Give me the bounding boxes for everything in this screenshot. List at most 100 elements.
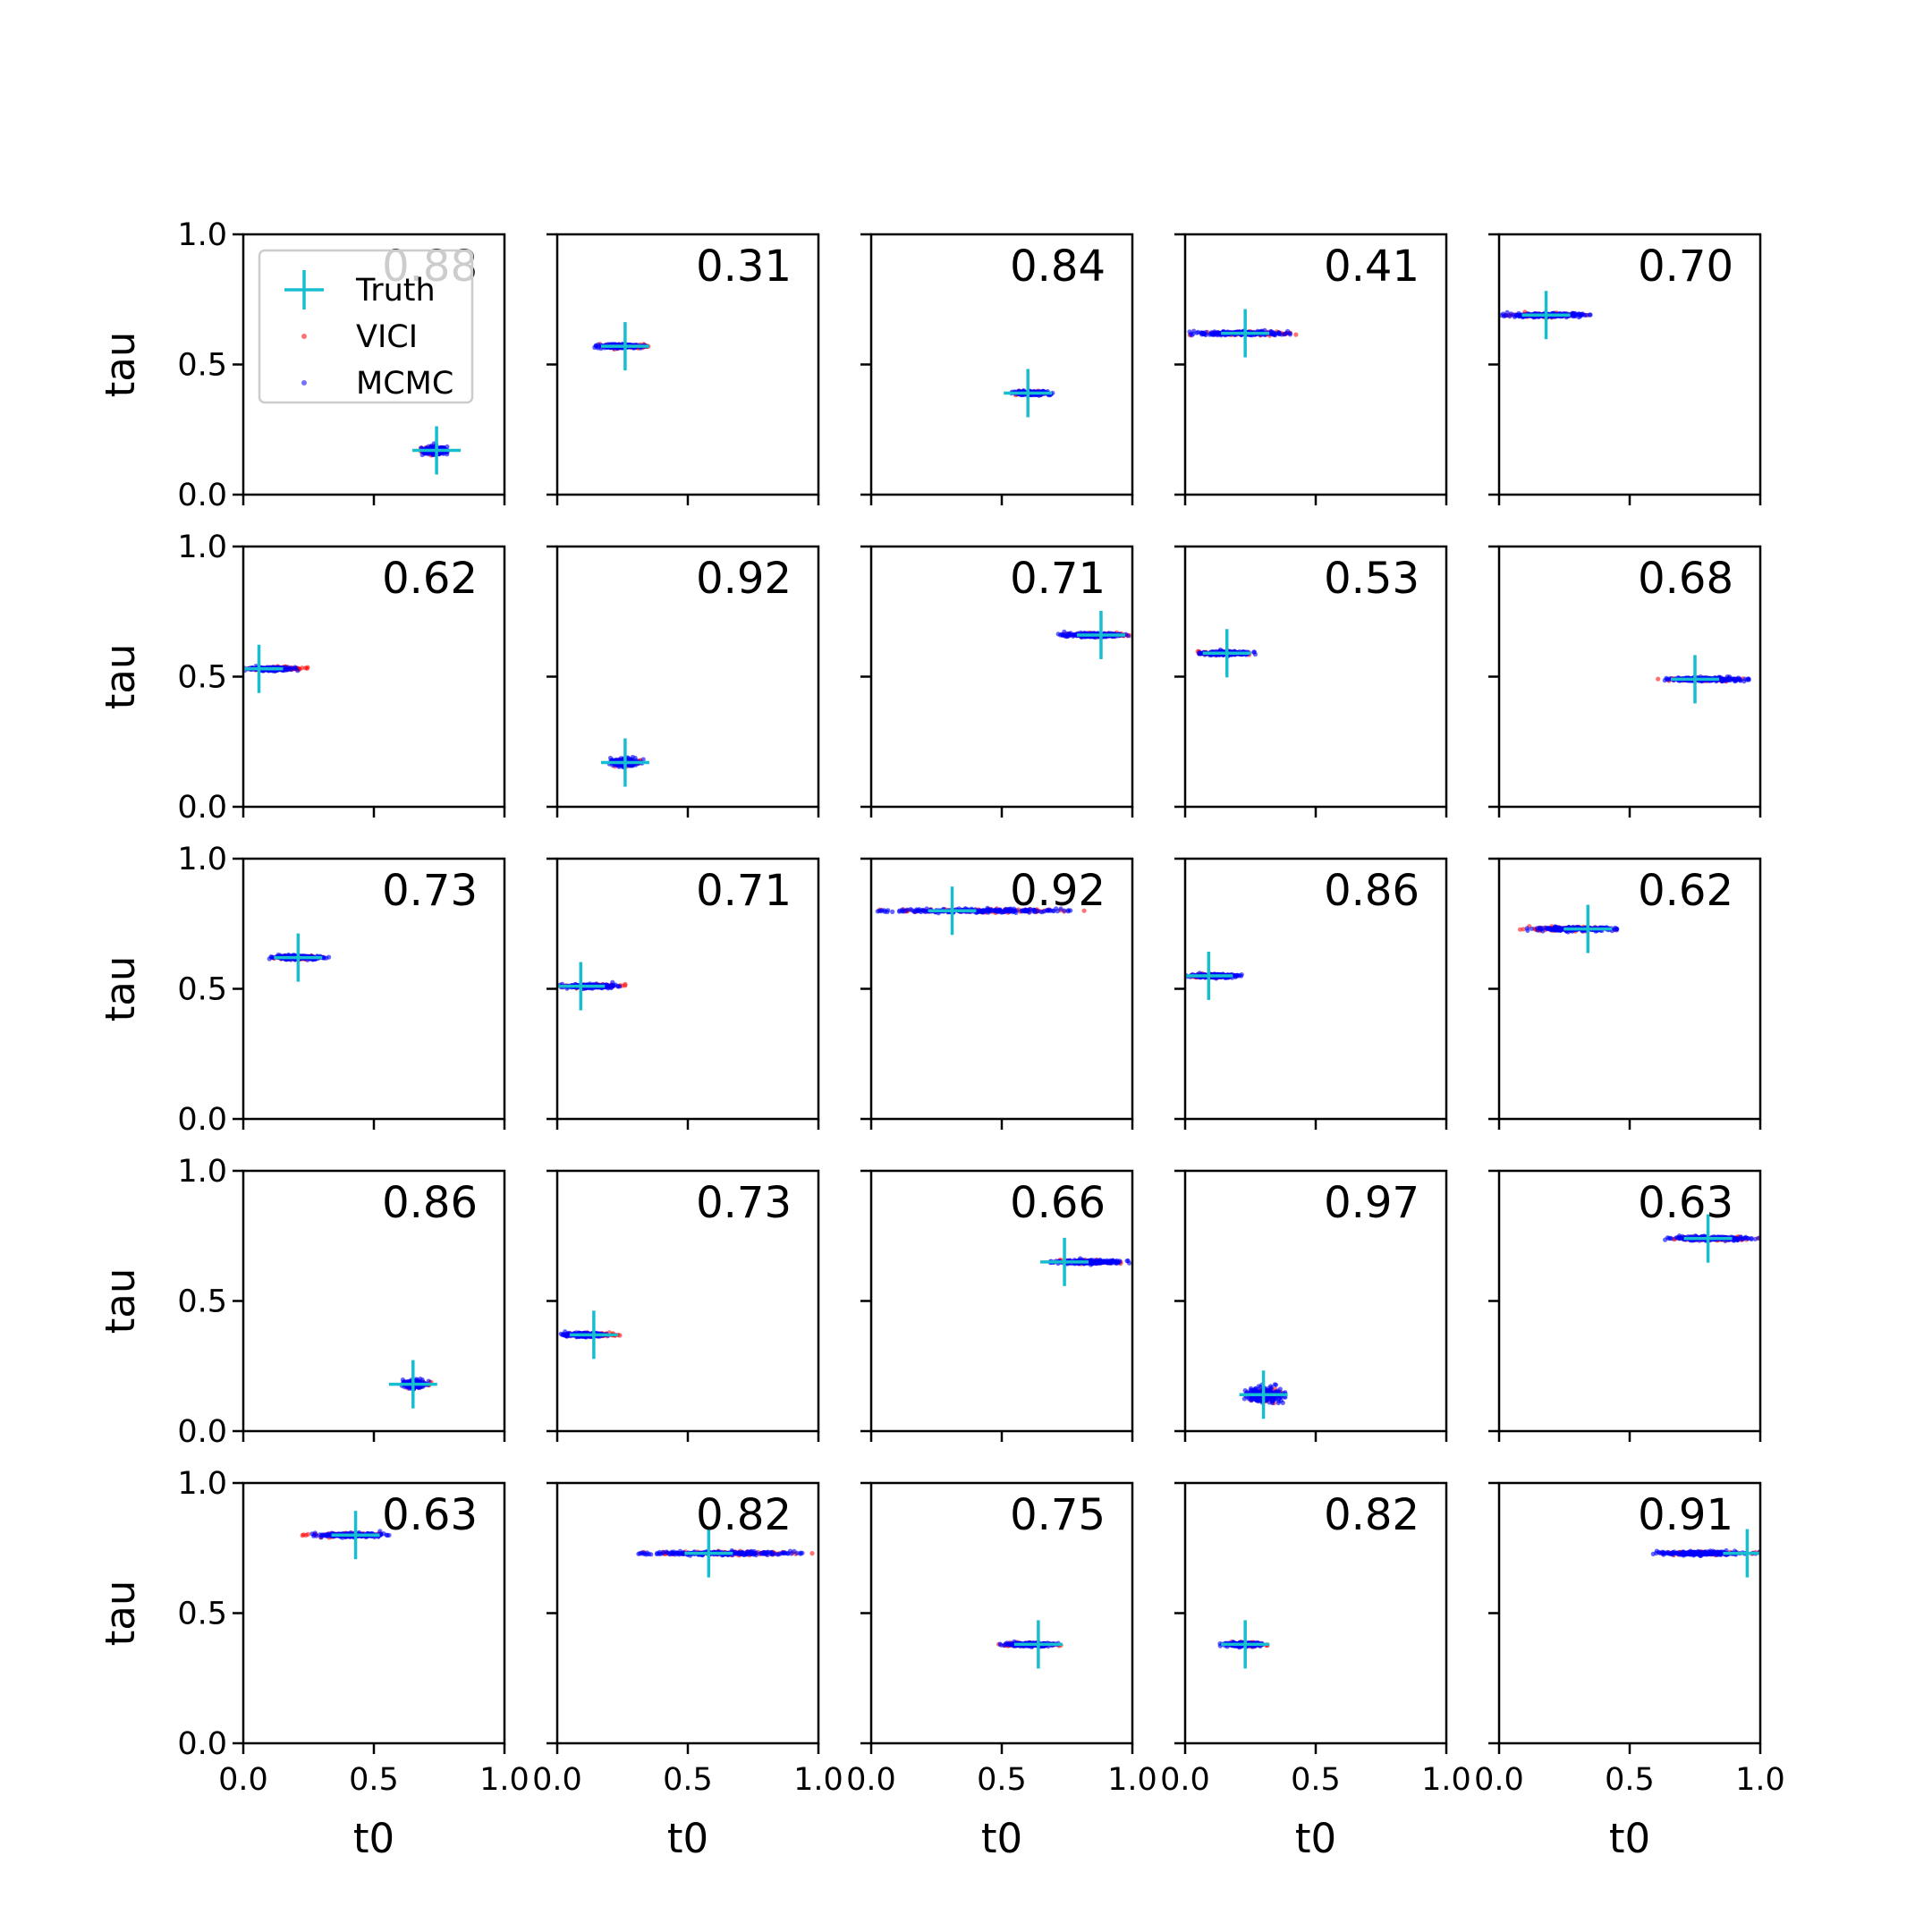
mcmc-point [292,665,297,672]
overlap-annotation: 0.31 [696,242,792,292]
mcmc-point [422,451,428,456]
subplot-panel: 0.73 [547,1169,820,1442]
subplot-panel: 0.92 [860,857,1134,1130]
mcmc-point [879,908,885,913]
mcmc-point [1509,311,1514,317]
panel-data [1055,610,1132,659]
mcmc-point [1042,909,1047,914]
subplot-panel: 0.68 [1488,545,1762,818]
mcmc-point [1569,311,1574,317]
mcmc-point [1501,311,1506,317]
mcmc-point [614,983,621,989]
overlap-annotation: 0.84 [1010,242,1106,292]
mcmc-point [996,907,1002,913]
mcmc-point [985,905,990,911]
mcmc-point [1557,928,1563,933]
subplot-panel: 0.70 [1488,233,1762,505]
mcmc-point [1125,633,1131,639]
mcmc-point [1525,928,1530,933]
y-tick-label: 0.5 [177,660,227,696]
legend-dot-marker [301,334,307,339]
panel-data [388,1360,437,1409]
subplot-panel: 0.71 [547,857,820,1130]
subplot-panel: 0.31 [547,233,820,505]
mcmc-point [414,1377,419,1383]
mcmc-point [1733,677,1738,682]
overlap-annotation: 0.86 [382,1178,478,1228]
mcmc-point [1583,312,1589,318]
panel-data [1517,904,1620,953]
legend-entry-label: MCMC [356,366,453,402]
overlap-annotation: 0.62 [382,554,478,604]
legend-dot-marker [301,380,307,386]
y-tick-label: 1.0 [177,217,227,253]
vici-point [617,1333,623,1338]
mcmc-point [1287,332,1292,337]
overlap-annotation: 0.71 [696,866,792,916]
subplot-panel: 0.92 [547,545,820,818]
mcmc-point [890,909,895,915]
y-tick-label: 0.0 [177,478,227,513]
mcmc-point [1588,312,1593,318]
y-tick-label: 0.5 [177,1284,227,1320]
mcmc-point [901,909,906,914]
y-tick-label: 0.0 [177,1414,227,1450]
subplot-panel: 0.86 [1174,857,1448,1130]
subplot-panel: 0.71 [860,545,1134,818]
y-tick-label: 0.0 [177,790,227,826]
mcmc-point [321,955,326,961]
mcmc-point [1065,632,1071,638]
mcmc-point [1538,926,1544,931]
mcmc-point [1665,677,1671,682]
panel-data [412,426,462,475]
vici-point [1081,908,1087,913]
overlap-annotation: 0.53 [1324,554,1419,604]
mcmc-point [640,757,646,762]
mcmc-point [1022,907,1029,912]
y-axis-label: tau [97,644,144,710]
panel-data [243,644,310,693]
overlap-annotation: 0.70 [1638,242,1733,292]
panel-data [1656,655,1751,704]
mcmc-point [875,909,880,914]
mcmc-point [1575,312,1580,318]
overlap-annotation: 0.62 [1638,866,1733,916]
legend-entry-label: Truth [355,273,436,309]
y-tick-label: 0.5 [177,348,227,384]
mcmc-point [1725,676,1732,682]
overlap-annotation: 0.73 [382,866,478,916]
mcmc-point [1547,926,1553,931]
panel-data [592,322,651,371]
panel-data [1499,291,1593,340]
mcmc-point [1518,312,1523,318]
mcmc-point [1211,332,1217,337]
panel-data [267,933,332,982]
mcmc-point [1614,926,1620,931]
panel-data [1187,309,1299,358]
mcmc-point [1530,926,1535,931]
mcmc-point [1737,677,1742,682]
mcmc-point [1271,330,1276,335]
vici-point [1656,676,1661,682]
panel-data [875,886,1087,936]
vici-point [304,665,309,671]
mcmc-point [1004,906,1009,912]
mcmc-point [1239,972,1244,978]
vici-point [1293,332,1299,337]
mcmc-point [608,985,614,990]
y-tick-label: 1.0 [177,1154,227,1190]
mcmc-point [295,668,301,674]
y-tick-label: 0.0 [177,1102,227,1138]
mcmc-point [920,908,926,913]
mcmc-point [1008,906,1013,911]
mcmc-point [1068,908,1073,913]
mcmc-point [1284,331,1289,336]
mcmc-point [886,908,891,913]
mcmc-point [625,756,631,761]
mcmc-point [1215,332,1220,337]
overlap-annotation: 0.86 [1324,866,1419,916]
